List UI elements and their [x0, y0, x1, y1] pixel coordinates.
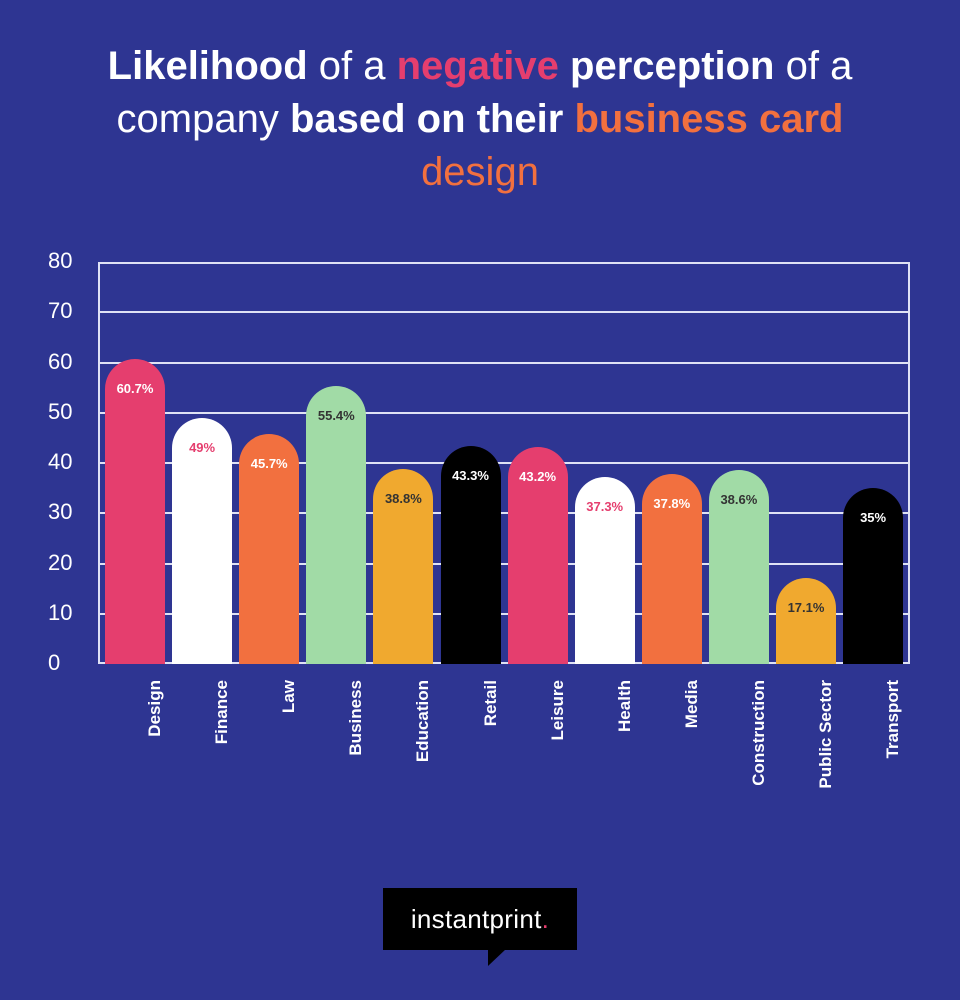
y-tick-label: 20 — [48, 549, 73, 575]
x-axis-label: Media — [642, 680, 702, 840]
x-axis-label: Leisure — [508, 680, 568, 840]
bar-public-sector: 17.1% — [776, 578, 836, 664]
title-word: Likelihood — [107, 44, 308, 88]
title-word-highlight: negative — [396, 44, 559, 88]
x-axis-label: Health — [575, 680, 635, 840]
y-tick-label: 60 — [48, 348, 73, 374]
bar-health: 37.3% — [574, 476, 635, 664]
bar-leisure: 43.2% — [507, 446, 568, 664]
bar-value-label: 43.3% — [452, 468, 489, 484]
title-word: perception — [558, 44, 775, 88]
x-axis-label: Construction — [709, 680, 769, 840]
bar-value-label: 38.8% — [384, 491, 422, 507]
y-tick-label: 70 — [48, 298, 73, 324]
logo-dot: . — [541, 904, 550, 934]
bar-value-label: 17.1% — [787, 600, 825, 616]
bar-media: 37.8% — [641, 474, 702, 664]
title-line-3: design — [0, 146, 960, 199]
instantprint-logo: instantprint. — [383, 888, 577, 950]
x-axis-label: Design — [105, 680, 165, 840]
y-tick-label: 0 — [48, 650, 61, 675]
bar-education: 38.8% — [373, 469, 434, 664]
logo-text: instantprint — [410, 904, 542, 934]
bar-transport: 35% — [843, 488, 904, 664]
title-word: of a — [307, 44, 397, 88]
bar-value-label: 37.3% — [586, 498, 624, 514]
x-axis-label-text: Law — [279, 680, 299, 714]
x-axis-label: Transport — [843, 680, 903, 840]
chart-title: Likelihood of a negative perception of a… — [0, 40, 960, 199]
title-line-1: Likelihood of a negative perception of a — [0, 40, 960, 93]
gridline — [98, 361, 910, 364]
x-axis-label-text: Construction — [748, 680, 768, 786]
x-axis-label-text: Public Sector — [816, 680, 835, 789]
x-axis-label-text: Business — [346, 680, 366, 756]
x-axis-label: Law — [239, 680, 299, 840]
y-tick-label: 10 — [48, 599, 73, 625]
gridline — [98, 311, 910, 314]
x-axis-label: Retail — [441, 680, 501, 840]
gridline — [98, 411, 910, 414]
speech-bubble-tail-icon — [488, 949, 506, 966]
title-word: company — [116, 97, 290, 141]
x-axis-label-text: Transport — [883, 680, 903, 759]
x-axis-label-text: Media — [681, 680, 701, 729]
bar-value-label: 43.2% — [519, 468, 557, 484]
x-axis-label: Public Sector — [776, 680, 836, 840]
bar-value-label: 37.8% — [653, 496, 691, 512]
y-tick-label: 30 — [48, 499, 73, 525]
title-word: based on their — [289, 97, 575, 141]
gridline — [98, 512, 910, 515]
x-axis-label-text: Health — [614, 680, 634, 732]
x-axis-label-text: Education — [413, 680, 433, 763]
bar-value-label: 38.6% — [720, 492, 758, 508]
title-word-highlight: design — [421, 150, 539, 194]
bar-value-label: 60.7% — [116, 380, 154, 396]
gridline — [98, 462, 910, 464]
x-axis-label-text: Retail — [480, 680, 500, 727]
x-axis-label: Education — [373, 680, 433, 840]
title-word: of a — [774, 44, 853, 88]
y-tick-label: 80 — [48, 248, 73, 273]
title-word-highlight: business card — [574, 97, 844, 141]
bar-business: 55.4% — [306, 385, 367, 664]
bar-design: 60.7% — [105, 358, 165, 664]
gridline — [98, 612, 910, 615]
x-axis-label-text: Leisure — [547, 680, 567, 741]
x-axis-label-text: Finance — [212, 680, 232, 745]
bar-value-label: 45.7% — [250, 456, 288, 472]
x-axis-label: Finance — [172, 680, 232, 840]
y-tick-label: 40 — [48, 449, 73, 474]
bar-finance: 49% — [172, 417, 233, 664]
bar-value-label: 35% — [860, 510, 887, 526]
bar-value-label: 49% — [189, 439, 216, 455]
bar-construction: 38.6% — [708, 470, 769, 664]
gridline — [98, 562, 910, 565]
y-tick-label: 50 — [48, 398, 73, 424]
x-axis-label: Business — [306, 680, 366, 840]
bar-law: 45.7% — [239, 434, 300, 664]
title-line-2: company based on their business card — [0, 93, 960, 146]
bar-value-label: 55.4% — [317, 407, 355, 423]
bar-retail: 43.3% — [440, 446, 501, 664]
x-axis-label-text: Design — [145, 680, 164, 737]
